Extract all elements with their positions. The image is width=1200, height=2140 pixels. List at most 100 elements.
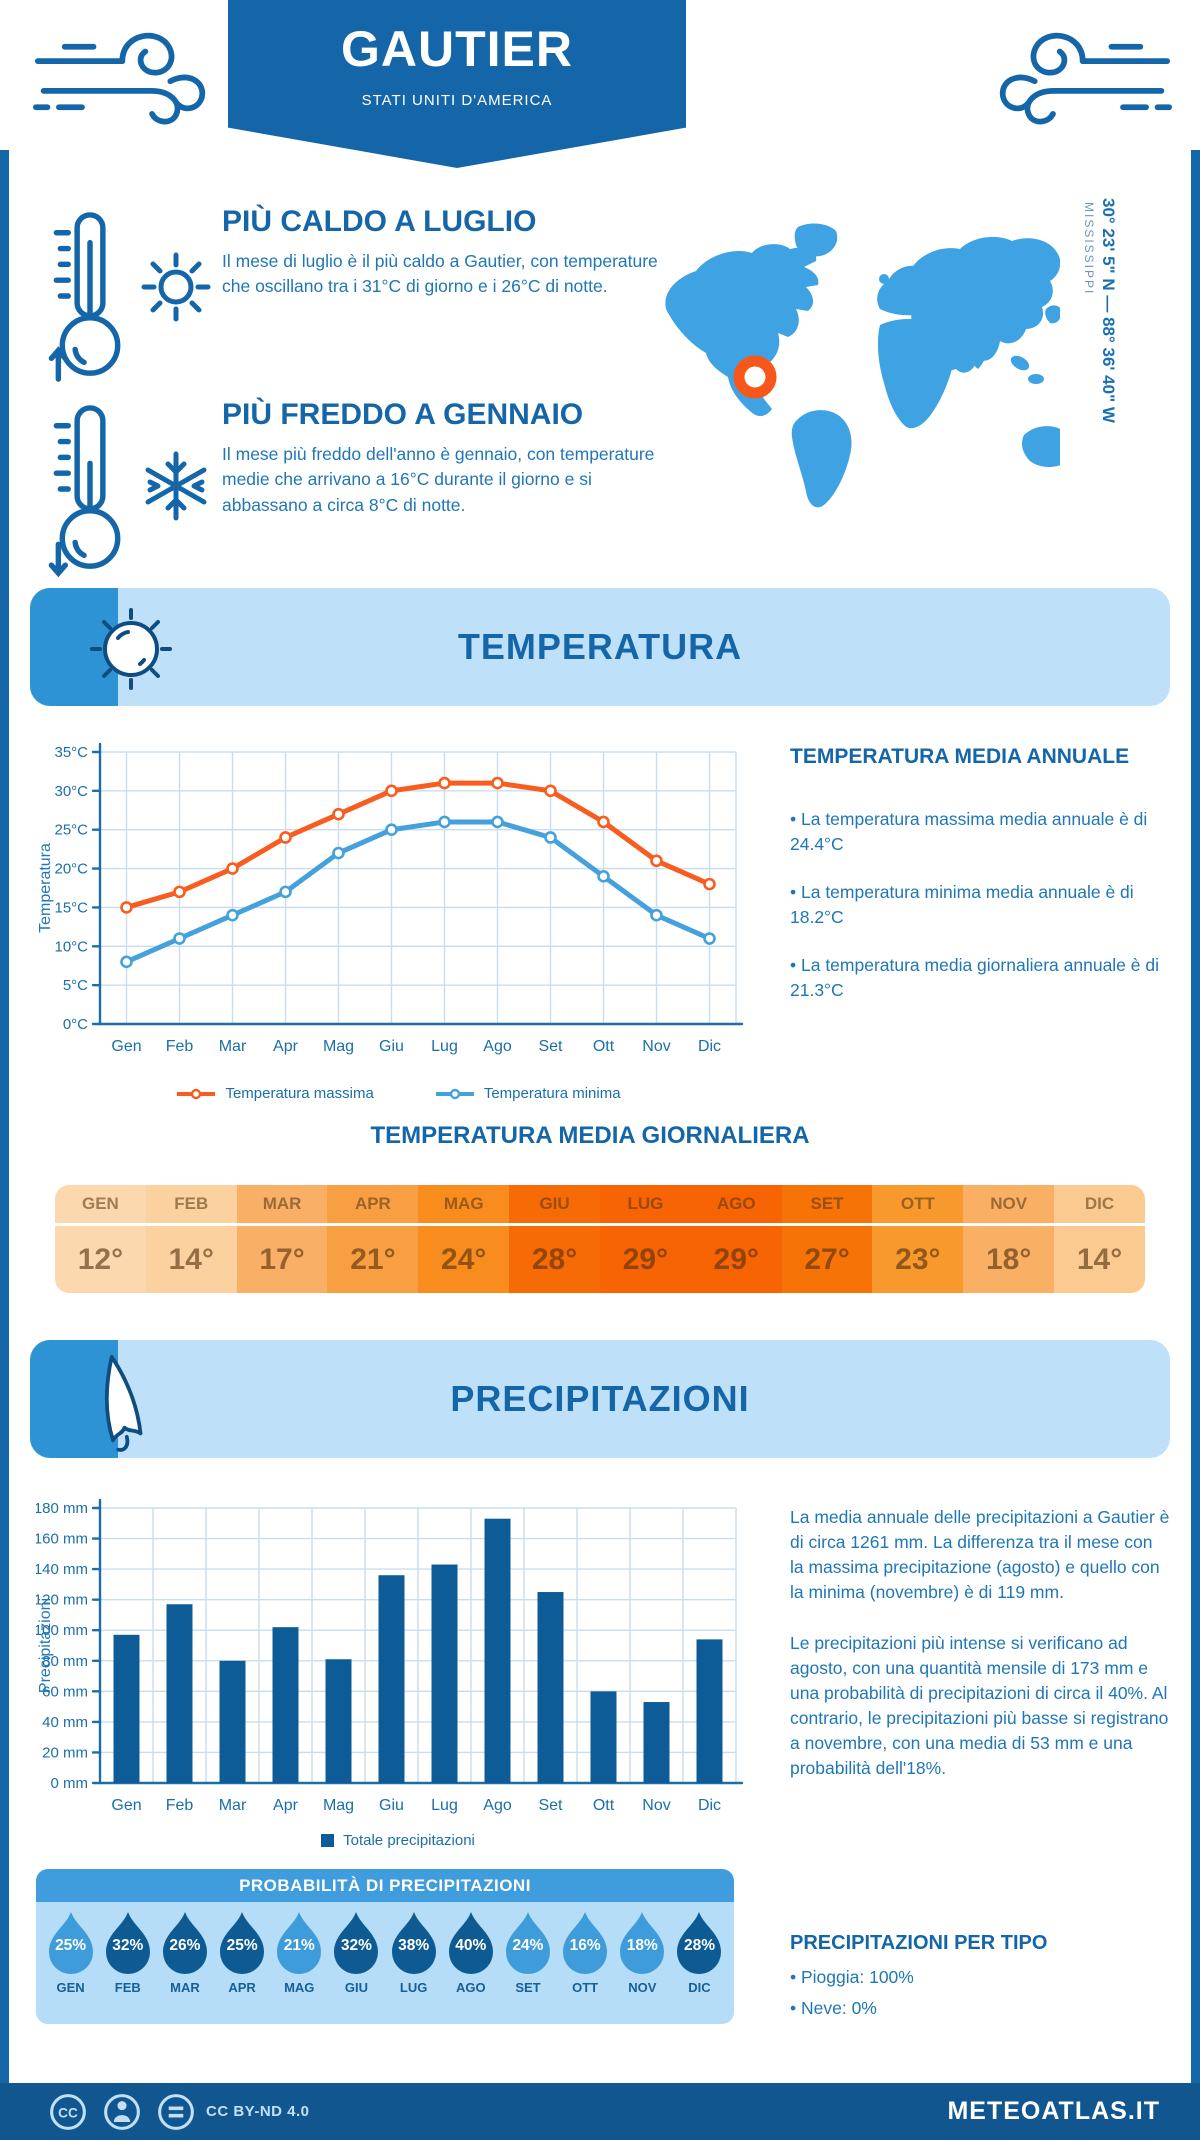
daily-table-value: 28° — [509, 1226, 600, 1293]
droplet-icon: 25% — [218, 1910, 266, 1976]
temperature-chart: 0°C 5°C 10°C 15°C 20°C 25°C 30°C 35°C Gen Feb Mar A… — [37, 742, 744, 1055]
droplet-icon: 18% — [618, 1910, 666, 1976]
droplet-icon: 32% — [104, 1910, 152, 1976]
droplet-month: MAR — [170, 1980, 200, 1995]
wind-icon — [33, 32, 206, 125]
svg-text:Dic: Dic — [698, 1038, 721, 1055]
daily-table-month: GEN — [55, 1185, 146, 1223]
daily-table-value: 24° — [418, 1226, 510, 1293]
svg-text:Gen: Gen — [111, 1038, 141, 1055]
droplet-month: AGO — [455, 1980, 486, 1995]
daily-table-column: GIU 28° — [509, 1185, 600, 1293]
annual-bullet: • La temperatura massima media annuale è… — [790, 809, 1148, 854]
svg-text:40 mm: 40 mm — [42, 1714, 88, 1731]
daily-table-value: 29° — [690, 1226, 782, 1293]
droplet-month: GIU — [344, 1980, 368, 1995]
svg-text:Mar: Mar — [219, 1038, 247, 1055]
page-subtitle: STATI UNITI D'AMERICA — [361, 92, 553, 109]
droplet-icon: 16% — [561, 1910, 609, 1976]
header-banner: GAUTIER STATI UNITI D'AMERICA — [228, 0, 686, 168]
daily-table-value: 27° — [781, 1226, 873, 1293]
annual-temperature-block: TEMPERATURA MEDIA ANNUALE • La temperatu… — [790, 745, 1170, 1026]
droplet-month: APR — [228, 1980, 256, 1995]
daily-table-column: NOV 18° — [963, 1185, 1055, 1293]
droplet-icon: 40% — [447, 1910, 495, 1976]
svg-text:140 mm: 140 mm — [36, 1561, 88, 1578]
legend-max-marker — [177, 1088, 216, 1099]
daily-table-column: APR 21° — [327, 1185, 419, 1293]
annual-bullet: • La temperatura minima media annuale è … — [790, 882, 1134, 927]
droplet-percent: 25% — [226, 1937, 258, 1954]
hot-section: PIÙ CALDO A LUGLIO Il mese di luglio è i… — [40, 205, 658, 382]
thermometer-hot-icon — [48, 212, 121, 382]
droplet-month: NOV — [628, 1980, 657, 1995]
legend-square — [321, 1834, 335, 1847]
droplet-icon: 25% — [47, 1910, 95, 1976]
greenland — [794, 223, 838, 257]
droplet-percent: 25% — [55, 1937, 87, 1954]
droplet-percent: 24% — [512, 1937, 544, 1954]
probability-droplet-slot: 25% GEN — [42, 1902, 99, 2024]
probability-droplet-slot: 26% MAR — [156, 1902, 213, 2024]
precipitation-band-iconbox — [30, 1340, 118, 1458]
probability-droplet-slot: 32% GIU — [328, 1902, 385, 2024]
asia — [906, 236, 1060, 373]
svg-text:Mar: Mar — [219, 1797, 247, 1814]
precipitation-chart: 0 mm 20 mm 40 mm 60 mm 80 mm 100 mm 120 mm 140 … — [36, 1498, 744, 1814]
svg-text:Ott: Ott — [593, 1038, 615, 1055]
per-type-bullet: • Neve: 0% — [790, 1998, 877, 2018]
droplet-month: MAG — [284, 1980, 315, 1995]
daily-table-value: 21° — [327, 1226, 419, 1293]
probability-droplet-slot: 21% MAG — [271, 1902, 328, 2024]
svg-text:0 mm: 0 mm — [51, 1775, 89, 1792]
daily-temperature-title: TEMPERATURA MEDIA GIORNALIERA — [370, 1122, 810, 1149]
daily-table-month: APR — [327, 1185, 419, 1223]
thermometer-cold-icon — [48, 405, 121, 578]
annual-bullet: • La temperatura media giornaliera annua… — [790, 955, 1159, 1000]
daily-table-month: OTT — [872, 1185, 964, 1223]
daily-table-month: MAG — [418, 1185, 510, 1223]
droplet-percent: 28% — [683, 1937, 715, 1954]
svg-text:Apr: Apr — [273, 1038, 299, 1055]
svg-text:Apr: Apr — [273, 1797, 299, 1814]
north-america — [665, 244, 819, 417]
cold-title: PIÙ FREDDO A GENNAIO — [222, 398, 584, 431]
daily-table-value: 14° — [145, 1226, 237, 1293]
precip-legend-label: Totale precipitazioni — [343, 1832, 475, 1849]
svg-text:Gen: Gen — [111, 1797, 141, 1814]
droplet-percent: 32% — [112, 1937, 144, 1954]
probability-droplet-slot: 25% APR — [214, 1902, 271, 2024]
svg-text:Nov: Nov — [642, 1797, 670, 1814]
svg-text:Feb: Feb — [166, 1797, 194, 1814]
sun-band-icon — [90, 608, 172, 690]
precip-paragraph: La media annuale delle precipitazioni a … — [790, 1507, 1170, 1603]
daily-table-value: 23° — [872, 1226, 964, 1293]
daily-table-column: SET 27° — [781, 1185, 873, 1293]
droplet-icon: 38% — [390, 1910, 438, 1976]
world-map — [665, 223, 1060, 508]
per-type-block: PRECIPITAZIONI PER TIPO • Pioggia: 100% … — [790, 1932, 1170, 2029]
cold-section: PIÙ FREDDO A GENNAIO Il mese più freddo … — [40, 398, 654, 578]
right-border — [1191, 150, 1200, 2083]
svg-text:Feb: Feb — [166, 1038, 194, 1055]
svg-text:Giu: Giu — [379, 1797, 404, 1814]
droplet-percent: 18% — [626, 1937, 658, 1954]
daily-table-value: 18° — [963, 1226, 1055, 1293]
svg-text:Giu: Giu — [379, 1038, 404, 1055]
daily-table-column: FEB 14° — [145, 1185, 237, 1293]
australia — [1022, 426, 1060, 467]
daily-table-column: MAR 17° — [236, 1185, 328, 1293]
left-border — [0, 150, 9, 2083]
daily-table-month: NOV — [963, 1185, 1055, 1223]
daily-table-column: AGO 29° — [690, 1185, 782, 1293]
svg-text:Ago: Ago — [483, 1797, 512, 1814]
droplet-month: OTT — [572, 1980, 599, 1995]
daily-table-column: DIC 14° — [1054, 1185, 1145, 1293]
temperature-band: TEMPERATURA — [30, 588, 1170, 706]
svg-text:20°C: 20°C — [54, 861, 88, 878]
temperature-band-title: TEMPERATURA — [457, 626, 743, 667]
precip-paragraph: Le precipitazioni più intense si verific… — [790, 1633, 1169, 1779]
legend-max-label: Temperatura massima — [225, 1085, 374, 1102]
region-label: MISSISSIPPI — [1082, 202, 1096, 296]
